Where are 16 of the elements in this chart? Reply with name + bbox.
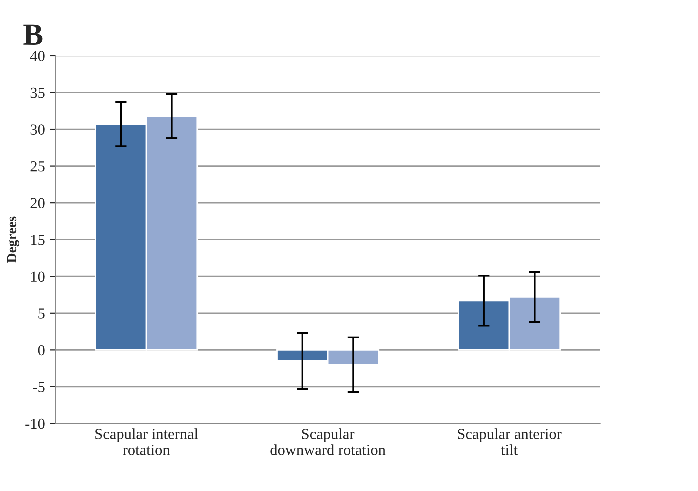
y-tick-label: 30 <box>30 124 45 135</box>
y-tick-label: 10 <box>31 272 45 282</box>
chart-title: B <box>24 24 43 45</box>
x-tick-label: Scapular anterior tilt <box>458 428 562 456</box>
x-tick-label: Scapular internal rotation <box>96 428 198 456</box>
y-tick-label: 25 <box>30 161 45 172</box>
y-tick-label: 5 <box>38 308 45 319</box>
x-tick-label: Scapular downward rotation <box>270 428 386 456</box>
y-tick-label: -10 <box>26 418 45 430</box>
y-tick-label: 15 <box>31 235 45 246</box>
y-axis-title: Degrees <box>7 216 20 264</box>
y-tick-label: -5 <box>33 382 45 392</box>
y-tick-label: 0 <box>38 345 45 356</box>
y-tick-label: 35 <box>30 88 45 98</box>
y-tick-label: 40 <box>30 51 45 62</box>
y-tick-label: 20 <box>30 198 45 209</box>
